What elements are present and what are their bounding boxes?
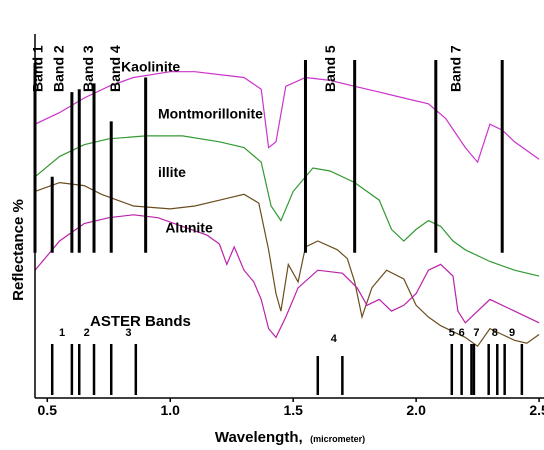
spectral-curves (34, 71, 540, 348)
x-tick-label-2: 1.5 (283, 402, 303, 418)
x-axis-label: Wavelength, (micrometer) (215, 429, 365, 446)
series-line-montmorillonite (34, 135, 540, 277)
y-axis-label: Reflectance % (10, 199, 27, 301)
aster-band-label-4: 4 (331, 333, 338, 345)
aster-bands-title: ASTER Bands (90, 313, 191, 330)
band-lines (33, 60, 504, 253)
series-name-kaolinite: Kaolinite (121, 59, 180, 75)
aster-band-label-6: 6 (459, 327, 465, 339)
axes (34, 34, 544, 402)
tm-band-label-1: Band 1 (30, 45, 46, 92)
x-axis-label-unit: (micrometer) (310, 434, 365, 444)
series-line-alunite (34, 214, 540, 339)
series-name-montmorillonite: Montmorillonite (158, 105, 263, 121)
aster-band-label-1: 1 (59, 327, 65, 339)
tm-band-label-3: Band 3 (80, 45, 96, 92)
aster-band-label-5: 5 (449, 327, 455, 339)
series-name-alunite: Alunite (165, 219, 213, 235)
aster-band-label-9: 9 (509, 327, 515, 339)
tm-band-label-2: Band 2 (50, 45, 66, 92)
series-line-illite (34, 181, 540, 348)
tm-band-label-6: Band 7 (448, 45, 464, 92)
aster-band-label-8: 8 (492, 327, 498, 339)
tm-band-label-4: Band 4 (107, 45, 123, 92)
series-line-kaolinite (34, 71, 540, 164)
aster-band-lines (50, 344, 524, 395)
x-tick-label-0: 0.5 (38, 402, 58, 418)
aster-band-label-7: 7 (473, 327, 479, 339)
x-tick-label-1: 1.0 (161, 402, 181, 418)
x-tick-label-3: 2.0 (406, 402, 426, 418)
chart-labels: Kaolinite Montmorillonite illite Alunite Ban… (30, 45, 544, 418)
series-name-illite: illite (158, 164, 186, 180)
x-axis-label-main: Wavelength, (215, 429, 303, 446)
tm-band-label-5: Band 5 (322, 45, 338, 92)
aster-band-label-3: 3 (125, 327, 131, 339)
x-tick-label-4: 2.5 (529, 402, 544, 418)
aster-band-label-2: 2 (84, 327, 90, 339)
